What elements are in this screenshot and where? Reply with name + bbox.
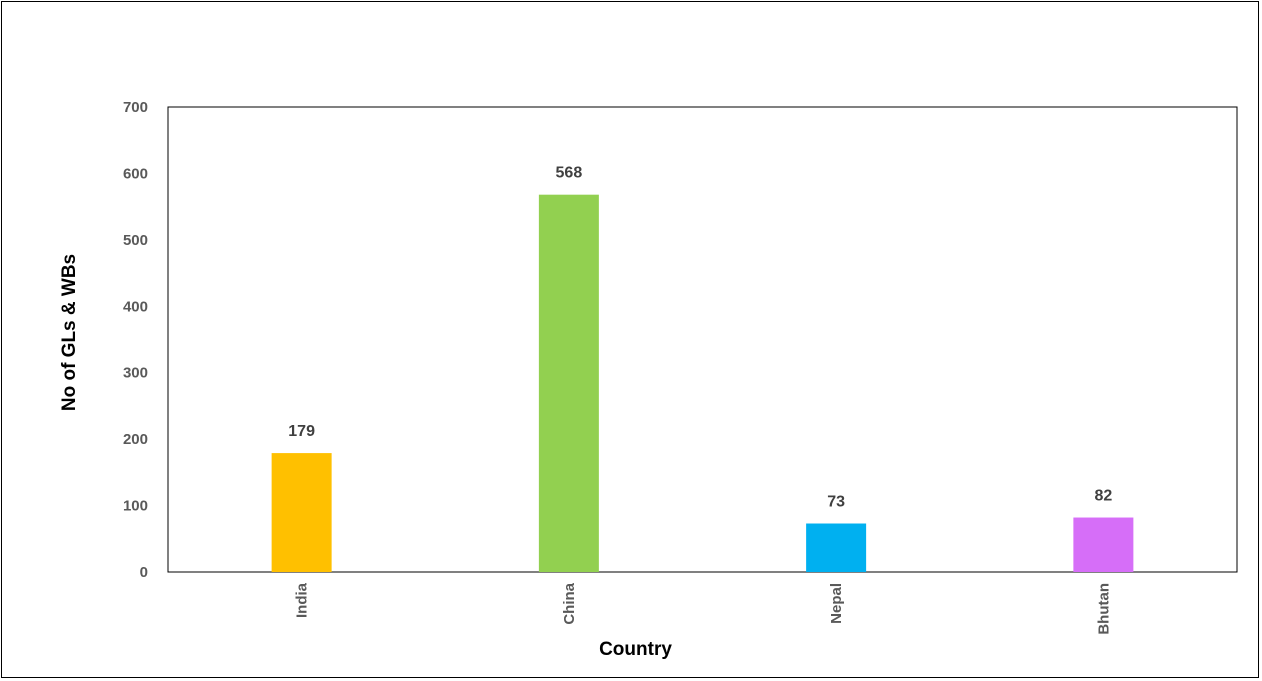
x-axis-title: Country [599,639,672,660]
y-tick-label: 600 [123,165,148,182]
x-axis-ticks: India China Nepal Bhutan [294,582,1113,634]
bars [271,194,1134,572]
y-tick-label: 100 [123,498,148,515]
y-axis-title: No of GLs & WBs [59,254,80,411]
y-axis-ticks: 0 100 200 300 400 500 600 700 [123,99,148,581]
data-label-india: 179 [288,423,315,440]
x-tick-label-india: India [294,582,311,618]
x-tick-label-nepal: Nepal [828,583,845,624]
y-tick-label: 200 [123,431,148,448]
x-tick-label-china: China [561,582,578,624]
y-tick-label: 300 [123,365,148,382]
y-tick-label: 0 [140,564,148,581]
x-tick-label-bhutan: Bhutan [1095,583,1112,635]
data-label-china: 568 [556,165,583,182]
bar-nepal [806,523,867,572]
y-tick-label: 400 [123,298,148,315]
y-tick-label: 700 [123,99,148,116]
bar-bhutan [1073,517,1134,572]
plot-area [167,106,1238,573]
y-tick-label: 500 [123,232,148,249]
bar-china [538,194,599,572]
data-label-nepal: 73 [827,494,845,511]
data-label-bhutan: 82 [1094,488,1112,505]
bar-india [271,453,332,572]
data-labels: 179 568 73 82 [288,165,1112,511]
